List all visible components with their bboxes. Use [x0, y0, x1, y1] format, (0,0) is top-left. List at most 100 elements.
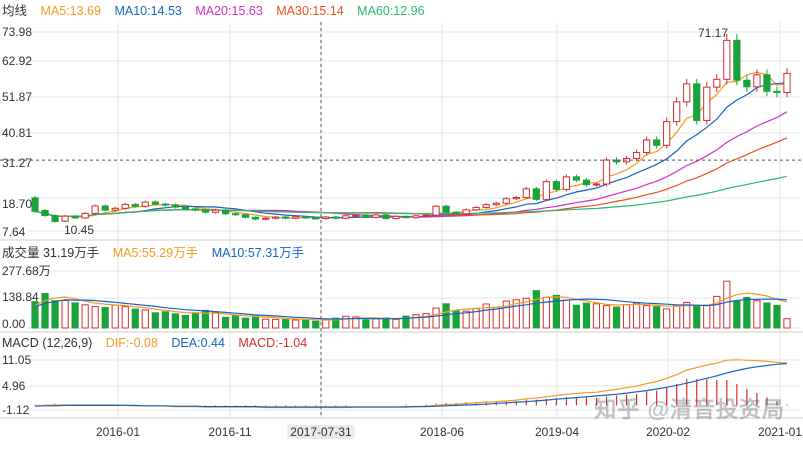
- candle-body: [362, 214, 370, 218]
- volume-bar: [693, 305, 701, 329]
- volume-bar: [372, 318, 380, 329]
- candle-body: [231, 213, 240, 216]
- volume-bar: [31, 301, 39, 329]
- candle-body: [61, 215, 69, 222]
- ma5-line: [34, 71, 788, 219]
- x-axis-label: 2018-06: [419, 425, 465, 439]
- candle-body: [492, 202, 500, 206]
- candle-body: [141, 201, 149, 207]
- volume-y-tick: 277.68万: [2, 264, 51, 278]
- candle-body: [392, 215, 400, 220]
- volume-bar: [302, 319, 310, 329]
- candle-body: [612, 159, 621, 163]
- candle-body: [31, 197, 39, 212]
- grid-lines: [0, 22, 803, 419]
- macd-y-tick: -1.12: [2, 403, 30, 417]
- candle-body: [211, 209, 220, 213]
- volume-bar: [763, 302, 771, 329]
- candle-body: [562, 176, 571, 190]
- volume-bar: [201, 309, 210, 329]
- volume-bar: [241, 317, 250, 329]
- volume-bar: [602, 305, 611, 329]
- volume-bar: [612, 306, 621, 329]
- volume-bar: [312, 320, 320, 329]
- volume-bar: [492, 306, 500, 329]
- macd-legend: MACD (12,26,9) DIF:-0.08 DEA:0.44 MACD:-…: [2, 335, 317, 351]
- volume-bar: [382, 317, 390, 329]
- volume-bar: [131, 308, 139, 329]
- candle-body: [372, 214, 380, 218]
- x-axis-label: 2021-01: [757, 425, 803, 439]
- volume-bar: [462, 310, 470, 329]
- dif-label: DIF:-0.08: [105, 336, 158, 350]
- candle-body: [763, 74, 771, 92]
- volume-bar: [91, 306, 99, 329]
- volume-legend: 成交量 31.19万手 MA5:55.29万手 MA10:57.31万手: [2, 245, 314, 261]
- price-y-tick-crosshair: 31.27: [2, 156, 33, 170]
- candle-body: [161, 203, 169, 206]
- candle-body: [201, 209, 210, 213]
- volume-bar: [663, 308, 671, 329]
- volume-bar: [171, 313, 179, 329]
- price-y-tick: 73.98: [2, 25, 33, 39]
- volume-bar: [251, 315, 260, 329]
- price-y-tick: 62.92: [2, 54, 33, 68]
- candle-body: [582, 179, 591, 186]
- candle-body: [262, 217, 270, 220]
- candle-body: [251, 216, 260, 220]
- candle-body: [131, 203, 139, 207]
- volume-bar: [783, 318, 791, 329]
- volume-bar: [562, 299, 571, 329]
- volume-bar: [332, 317, 340, 329]
- ma10-label: MA10:14.53: [114, 4, 182, 18]
- x-axis-label: 2019-04: [534, 425, 580, 439]
- volume-bar: [723, 280, 731, 329]
- price-y-tick: 18.70: [2, 197, 33, 211]
- candle-body: [602, 159, 611, 185]
- volume-bar: [272, 318, 280, 329]
- volume-bar: [482, 303, 490, 329]
- crosshair: [0, 22, 803, 418]
- candle-body: [783, 72, 791, 94]
- volume-bar: [592, 303, 601, 329]
- candle-body: [653, 139, 661, 146]
- volume-bar: [392, 318, 400, 329]
- candle-body: [292, 216, 300, 219]
- price-y-tick: 7.64: [2, 225, 26, 239]
- candle-body: [482, 204, 490, 208]
- volume-bar: [191, 312, 200, 329]
- price-panel: [31, 33, 791, 223]
- volume-bar: [51, 300, 59, 329]
- volume-bar: [422, 313, 430, 329]
- candle-body: [221, 209, 230, 215]
- candle-body: [382, 214, 390, 220]
- candle-body: [532, 188, 540, 200]
- candle-body: [402, 215, 410, 219]
- price-legend: 均线 MA5:13.69 MA10:14.53 MA20:15.63 MA30:…: [2, 3, 435, 19]
- volume-bar: [221, 316, 230, 329]
- candle-body: [412, 215, 420, 219]
- volume-bar: [502, 300, 510, 329]
- candle-body: [422, 214, 430, 217]
- low-annotation: 10.45: [64, 223, 95, 237]
- volume-bar: [141, 309, 149, 329]
- candle-body: [101, 205, 109, 211]
- candle-body: [462, 209, 470, 215]
- candle-body: [71, 215, 79, 219]
- ma60-line: [34, 175, 788, 218]
- candle-body: [151, 201, 159, 205]
- candle-body: [282, 216, 290, 219]
- candle-body: [81, 212, 89, 219]
- volume-panel: [31, 280, 791, 329]
- ma60-label: MA60:12.96: [357, 4, 425, 18]
- candle-body: [572, 176, 581, 181]
- volume-bar: [362, 319, 370, 329]
- macd-panel: [34, 359, 788, 409]
- candle-body: [432, 205, 440, 216]
- candle-body: [41, 209, 49, 217]
- price-y-tick: 40.81: [2, 126, 33, 140]
- candle-body: [733, 39, 741, 81]
- volume-bar: [292, 319, 300, 329]
